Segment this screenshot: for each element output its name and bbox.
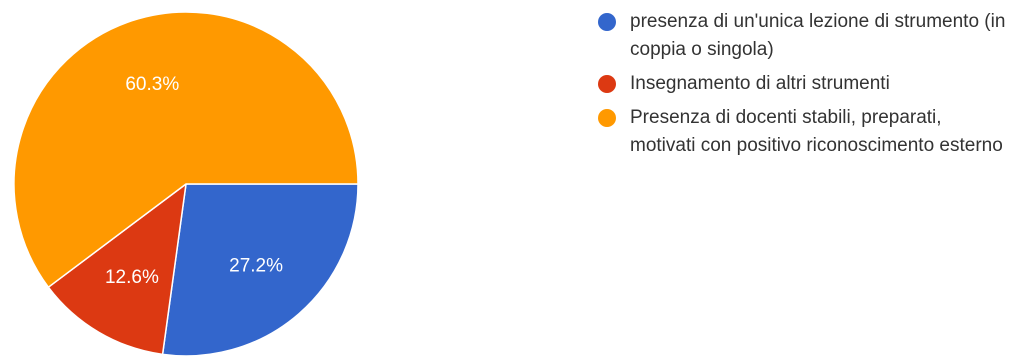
- slice-percent-label: 60.3%: [125, 74, 179, 95]
- chart-legend: presenza di un'unica lezione di strument…: [598, 8, 1008, 166]
- legend-label: presenza di un'unica lezione di strument…: [630, 11, 1006, 60]
- legend-swatch-blue: [598, 13, 616, 31]
- pie-slice-altri-strumenti[interactable]: [47, 182, 187, 356]
- legend-swatch-orange: [598, 109, 616, 127]
- legend-label: Presenza di docenti stabili, preparati, …: [630, 107, 1003, 156]
- legend-swatch-red: [598, 75, 616, 93]
- legend-item-docenti-stabili[interactable]: Presenza di docenti stabili, preparati, …: [598, 104, 1008, 160]
- legend-label: Insegnamento di altri strumenti: [630, 73, 890, 94]
- slice-percent-label: 12.6%: [105, 267, 159, 288]
- legend-item-altri-strumenti[interactable]: Insegnamento di altri strumenti: [598, 70, 1008, 98]
- slice-percent-label: 27.2%: [229, 255, 283, 276]
- pie-slice-docenti-stabili[interactable]: [13, 11, 359, 289]
- pie-slice-lezione-unica[interactable]: [161, 183, 359, 357]
- legend-item-lezione-unica[interactable]: presenza di un'unica lezione di strument…: [598, 8, 1008, 64]
